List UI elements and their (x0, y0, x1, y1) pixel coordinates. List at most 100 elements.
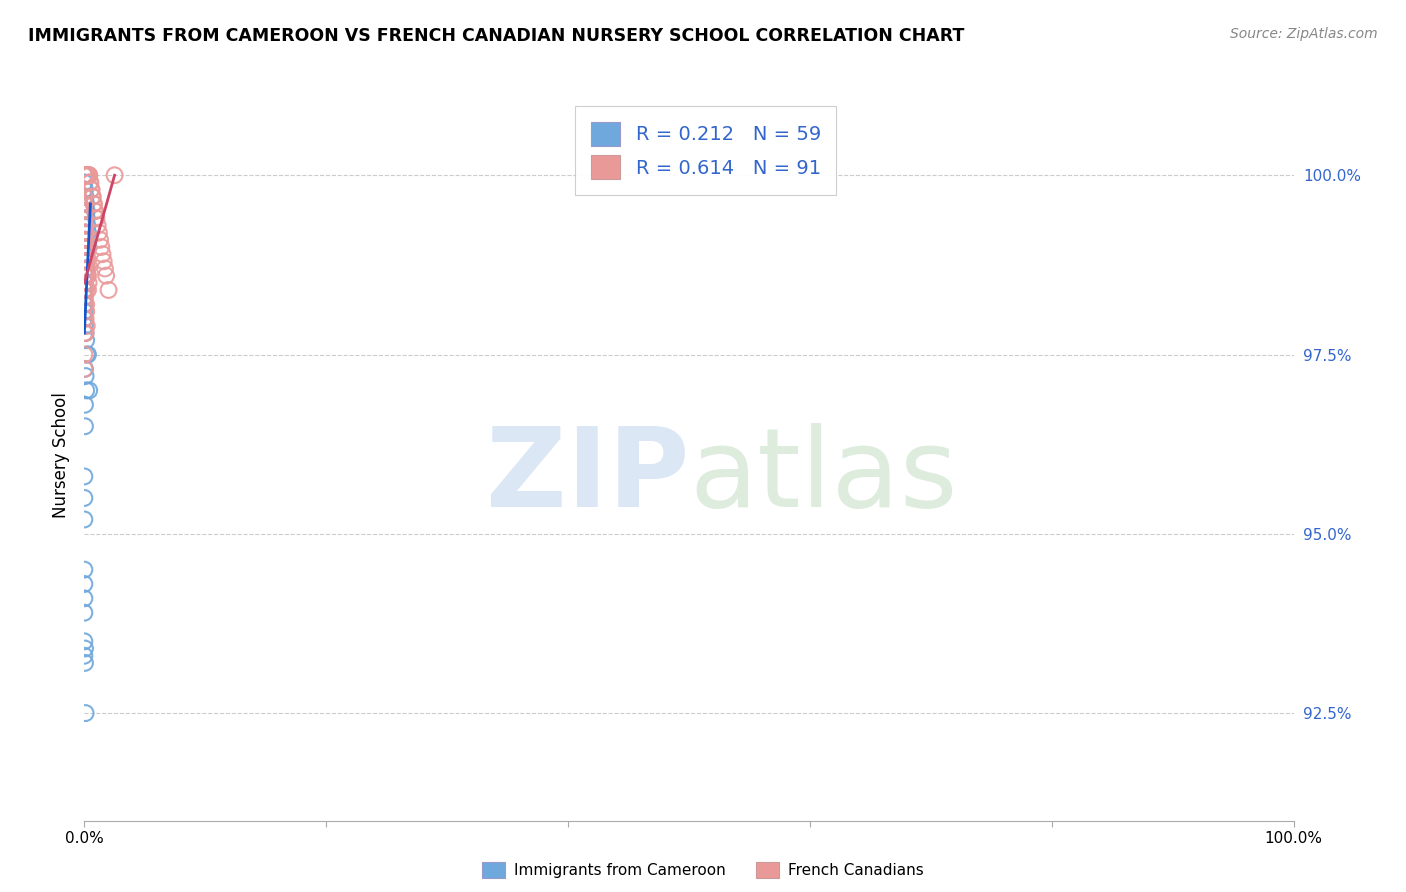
Point (73, 283, 96, 297)
Point (76, 268, 98, 283)
Point (94, 261, 117, 276)
Point (73, 247, 96, 261)
Point (84, 211, 107, 226)
Point (75, 204, 97, 219)
Point (75, 326, 97, 340)
Point (73, 276, 96, 290)
Point (73, 211, 96, 226)
Point (77, 168, 100, 182)
Point (75, 706, 97, 720)
Point (75, 326, 97, 340)
Point (73, 641, 96, 656)
Point (73, 168, 96, 182)
Legend: R = 0.212   N = 59, R = 0.614   N = 91: R = 0.212 N = 59, R = 0.614 N = 91 (575, 106, 837, 194)
Point (76, 219, 98, 233)
Point (76, 168, 98, 182)
Point (90, 240, 112, 254)
Point (87, 226, 110, 240)
Point (75, 268, 97, 283)
Point (89, 233, 111, 247)
Point (84, 204, 107, 219)
Point (77, 168, 100, 182)
Point (75, 268, 97, 283)
Point (73, 168, 96, 182)
Point (73, 204, 96, 219)
Point (73, 304, 96, 318)
Point (73, 168, 96, 182)
Point (73, 563, 96, 577)
Point (73, 290, 96, 304)
Point (73, 254, 96, 268)
Point (79, 176, 101, 190)
Point (73, 190, 96, 204)
Point (77, 168, 100, 182)
Point (73, 190, 96, 204)
Point (77, 168, 100, 182)
Point (73, 311, 96, 326)
Point (73, 240, 96, 254)
Point (73, 591, 96, 606)
Point (73, 419, 96, 434)
Point (77, 168, 100, 182)
Point (77, 240, 100, 254)
Point (75, 168, 97, 182)
Point (76, 347, 98, 361)
Point (76, 168, 98, 182)
Point (104, 168, 127, 182)
Point (75, 168, 97, 182)
Point (75, 240, 97, 254)
Point (75, 197, 97, 211)
Point (73, 362, 96, 376)
Point (73, 197, 96, 211)
Point (77, 347, 100, 361)
Point (73, 254, 96, 268)
Text: ZIP: ZIP (485, 424, 689, 531)
Point (73, 183, 96, 197)
Point (73, 512, 96, 526)
Point (77, 283, 100, 297)
Point (75, 197, 97, 211)
Point (79, 176, 101, 190)
Point (76, 254, 98, 268)
Point (73, 219, 96, 233)
Point (75, 168, 97, 182)
Point (73, 190, 96, 204)
Point (73, 168, 96, 182)
Legend: Immigrants from Cameroon, French Canadians: Immigrants from Cameroon, French Canadia… (475, 856, 931, 884)
Point (94, 268, 117, 283)
Point (73, 233, 96, 247)
Point (73, 326, 96, 340)
Point (73, 469, 96, 483)
Point (76, 261, 98, 276)
Point (73, 204, 96, 219)
Point (76, 168, 98, 182)
Y-axis label: Nursery School: Nursery School (52, 392, 70, 518)
Point (80, 183, 103, 197)
Point (75, 226, 97, 240)
Point (73, 168, 96, 182)
Point (93, 254, 115, 268)
Point (73, 176, 96, 190)
Point (73, 318, 96, 333)
Point (75, 247, 97, 261)
Point (73, 226, 96, 240)
Point (73, 204, 96, 219)
Point (73, 219, 96, 233)
Point (76, 168, 98, 182)
Point (73, 226, 96, 240)
Point (82, 197, 104, 211)
Point (73, 197, 96, 211)
Point (82, 190, 104, 204)
Text: Source: ZipAtlas.com: Source: ZipAtlas.com (1230, 27, 1378, 41)
Point (73, 233, 96, 247)
Point (75, 247, 97, 261)
Point (91, 247, 114, 261)
Point (73, 183, 96, 197)
Point (73, 168, 96, 182)
Point (73, 577, 96, 591)
Point (73, 226, 96, 240)
Point (76, 211, 98, 226)
Point (73, 219, 96, 233)
Point (73, 233, 96, 247)
Point (76, 261, 98, 276)
